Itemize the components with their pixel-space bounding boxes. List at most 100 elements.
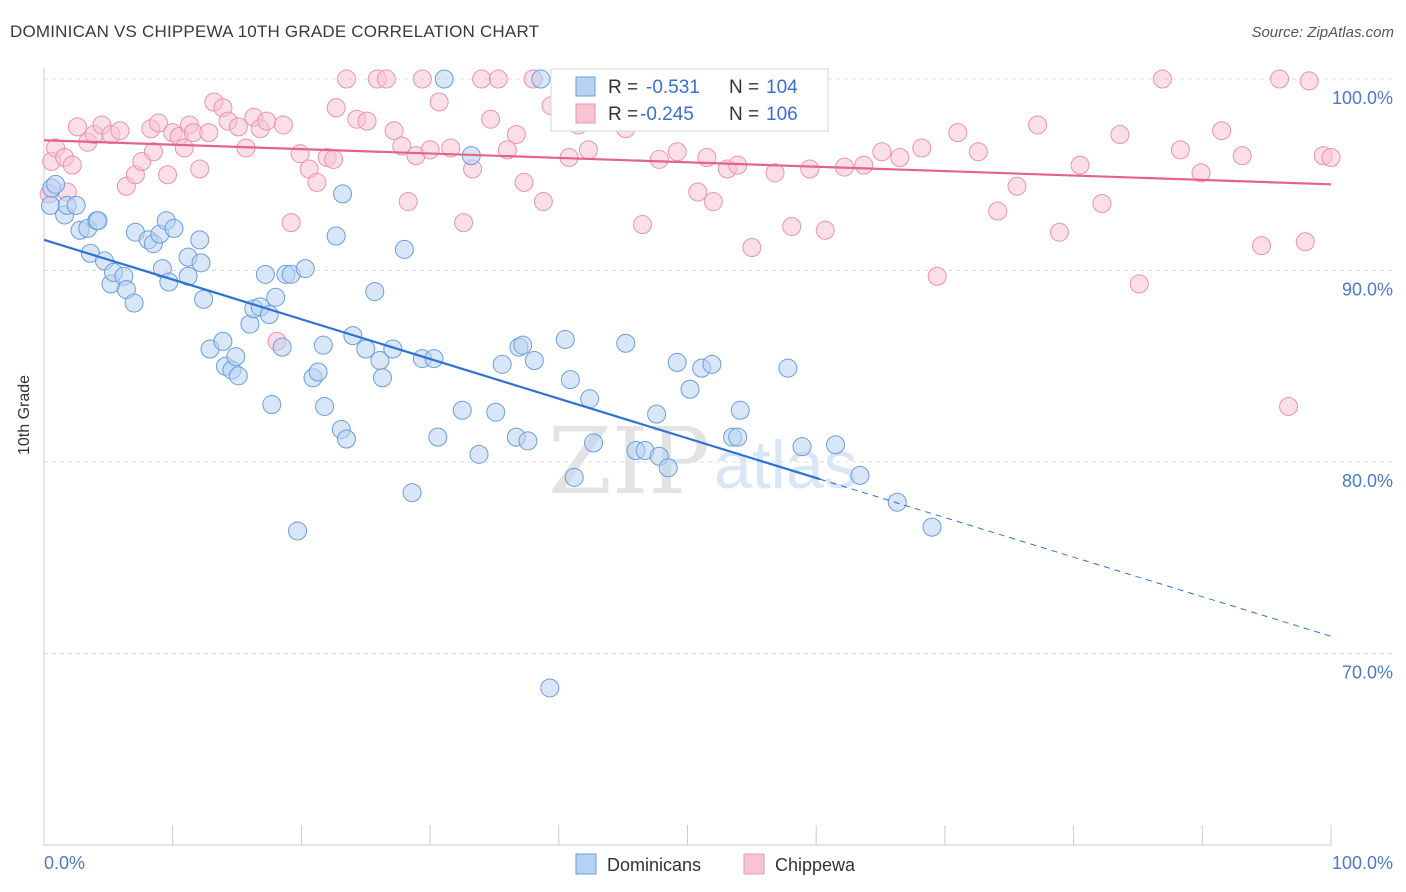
dominicans-point xyxy=(513,335,533,355)
chippewa-point xyxy=(488,69,508,89)
legend-r-value-dominicans: -0.531 xyxy=(646,77,700,98)
legend-r-label-chippewa: R = xyxy=(608,104,638,125)
chippewa-point xyxy=(336,69,356,89)
chippewa-trend-line xyxy=(43,139,1332,186)
bottom-legend-swatch-dominicans xyxy=(575,853,597,875)
chippewa-point xyxy=(412,69,432,89)
trend-lines xyxy=(43,139,1332,637)
chippewa-point xyxy=(384,121,404,141)
bottom-legend-label-chippewa: Chippewa xyxy=(775,855,856,875)
dominicans-point xyxy=(540,678,560,698)
chippewa-point xyxy=(1279,396,1299,416)
dominicans-points xyxy=(40,69,942,698)
chippewa-point xyxy=(62,155,82,175)
x-tick-label-max: 100.0% xyxy=(1332,853,1393,873)
legend-r-label-dominicans: R = xyxy=(608,77,638,98)
chippewa-point xyxy=(1191,163,1211,183)
chippewa-point xyxy=(872,142,892,162)
dominicans-point xyxy=(372,368,392,388)
dominicans-point xyxy=(262,395,282,415)
chippewa-point xyxy=(174,138,194,158)
chippewa-point xyxy=(688,182,708,202)
chippewa-point xyxy=(667,142,687,162)
dominicans-point xyxy=(922,517,942,537)
x-tick-label-min: 0.0% xyxy=(44,853,85,873)
chippewa-point xyxy=(454,213,474,233)
chippewa-point xyxy=(158,165,178,185)
chippewa-point xyxy=(392,136,412,156)
dominicans-point xyxy=(190,230,210,250)
dominicans-point xyxy=(555,329,575,349)
dominicans-point xyxy=(394,239,414,259)
dominicans-point xyxy=(46,174,66,194)
chippewa-point xyxy=(67,117,87,137)
dominicans-point xyxy=(255,264,275,284)
chippewa-point xyxy=(948,123,968,143)
y-tick-label: 80.0% xyxy=(1342,471,1393,491)
chippewa-point xyxy=(632,215,652,235)
chippewa-point xyxy=(420,140,440,160)
chippewa-point xyxy=(273,115,293,135)
legend-n-value-dominicans: 104 xyxy=(766,77,798,98)
dominicans-point xyxy=(702,354,722,374)
dominicans-point xyxy=(728,427,748,447)
dominicans-point xyxy=(336,429,356,449)
dominicans-point xyxy=(492,354,512,374)
chippewa-point xyxy=(1152,69,1172,89)
dominicans-point xyxy=(266,287,286,307)
dominicans-point xyxy=(680,379,700,399)
dominicans-point xyxy=(226,347,246,367)
y-tick-labels: 100.0% 90.0% 80.0% 70.0% xyxy=(1332,88,1393,683)
dominicans-point xyxy=(428,427,448,447)
chippewa-point xyxy=(968,142,988,162)
dominicans-point xyxy=(194,289,214,309)
dominicans-point xyxy=(315,396,335,416)
chippewa-point xyxy=(199,123,219,143)
bottom-legend: Dominicans Chippewa xyxy=(575,853,856,875)
dominicans-point xyxy=(667,352,687,372)
dominicans-point xyxy=(658,458,678,478)
bottom-legend-swatch-chippewa xyxy=(743,853,765,875)
chippewa-point xyxy=(927,266,947,286)
dominicans-point xyxy=(66,195,86,215)
chippewa-point xyxy=(800,159,820,179)
dominicans-point xyxy=(730,400,750,420)
chippewa-point xyxy=(1321,148,1341,168)
dominicans-point xyxy=(213,331,233,351)
dominicans-point xyxy=(402,483,422,503)
chippewa-point xyxy=(890,148,910,168)
chippewa-point xyxy=(429,92,449,112)
y-tick-label: 90.0% xyxy=(1342,280,1393,300)
legend-swatch-chippewa xyxy=(575,103,596,124)
chippewa-point xyxy=(1070,155,1090,175)
y-tick-label: 100.0% xyxy=(1332,88,1393,108)
chippewa-point xyxy=(765,163,785,183)
watermark: ZIP atlas xyxy=(548,408,858,515)
chippewa-point xyxy=(472,69,492,89)
legend-box: R = -0.531 N = 104 R = -0.245 N = 106 xyxy=(550,68,829,132)
dominicans-point xyxy=(308,362,328,382)
dominicans-point xyxy=(518,431,538,451)
chippewa-point xyxy=(398,192,418,212)
chippewa-point xyxy=(649,149,669,169)
dominicans-point xyxy=(850,465,870,485)
dominicans-point xyxy=(792,437,812,457)
chippewa-point xyxy=(149,113,169,133)
chippewa-point xyxy=(357,111,377,131)
chippewa-point xyxy=(1092,193,1112,213)
legend-frame xyxy=(550,68,829,132)
dominicans-point xyxy=(191,253,211,273)
chippewa-point xyxy=(1110,125,1130,145)
dominicans-point xyxy=(424,349,444,369)
legend-r-value-chippewa: -0.245 xyxy=(640,104,694,125)
chippewa-point xyxy=(441,138,461,158)
chippewa-point xyxy=(497,140,517,160)
chart-title: DOMINICAN VS CHIPPEWA 10TH GRADE CORRELA… xyxy=(10,22,540,41)
dominicans-point xyxy=(826,435,846,455)
legend-swatch-dominicans xyxy=(575,76,596,97)
dominicans-point xyxy=(524,351,544,371)
dominicans-point xyxy=(531,69,551,89)
chippewa-point xyxy=(1252,236,1272,256)
chippewa-point xyxy=(514,172,534,192)
